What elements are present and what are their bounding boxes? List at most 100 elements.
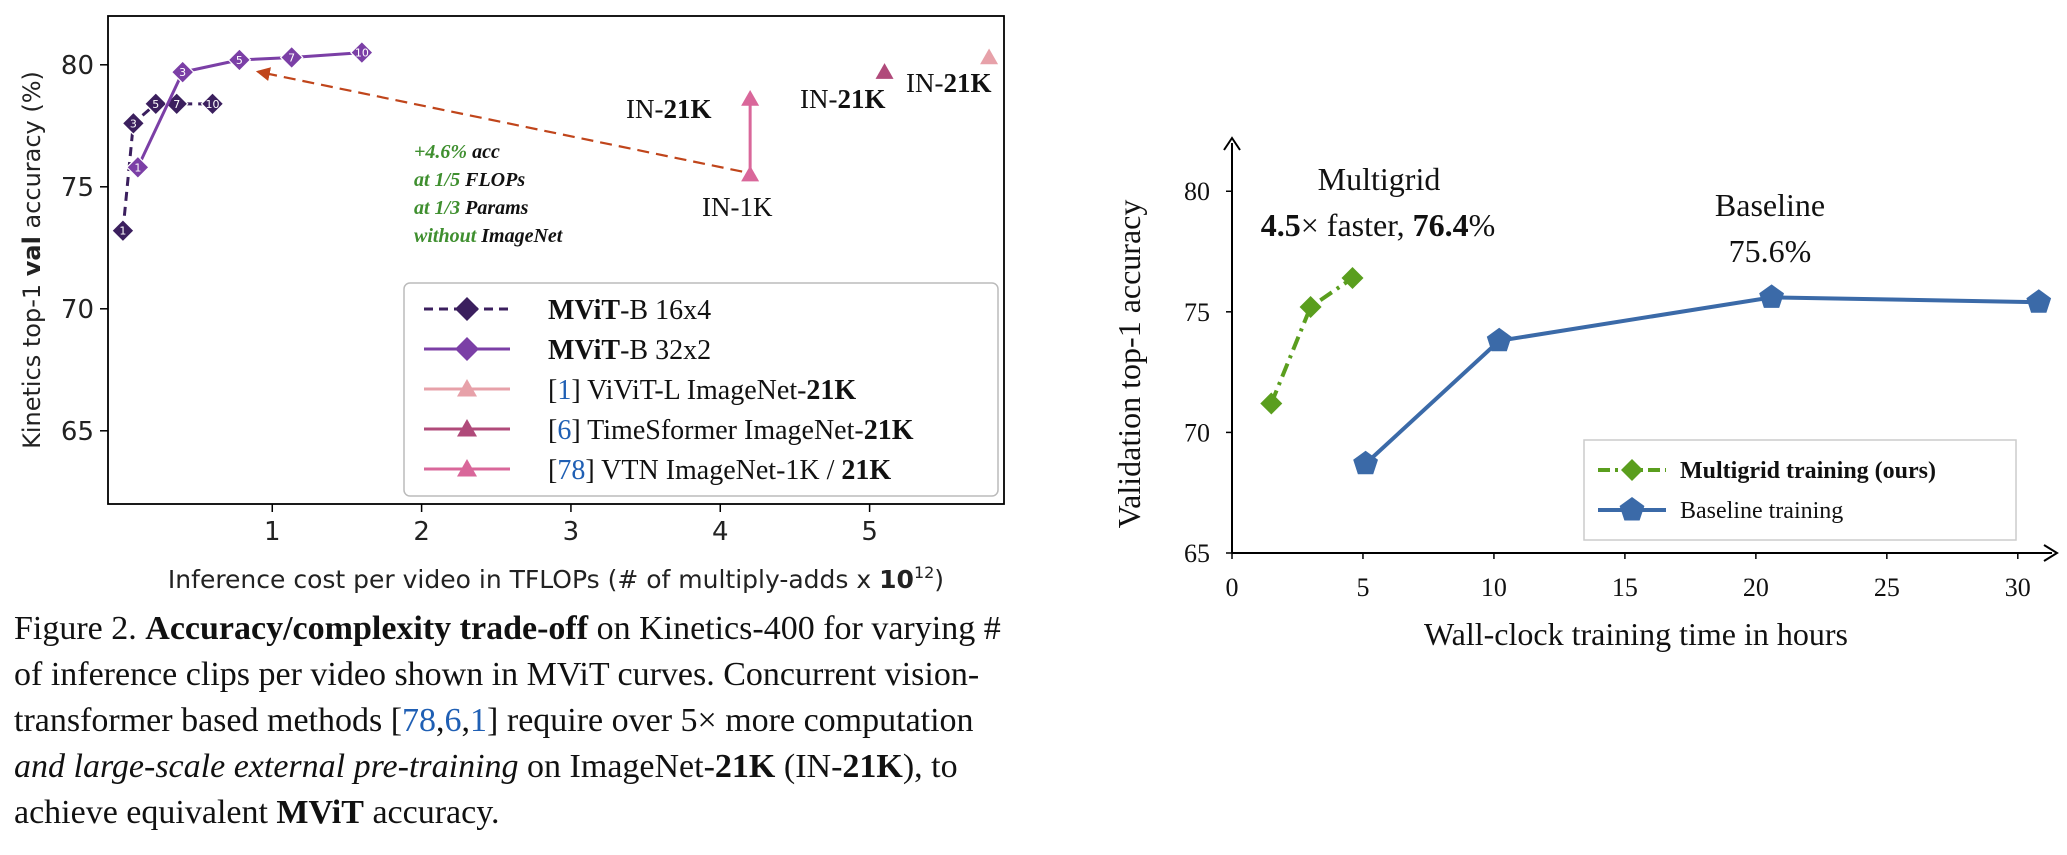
left-legend-label: MViT-B 32x2 xyxy=(548,335,711,366)
mvit32-point-clips: 3 xyxy=(179,66,186,79)
multigrid-line xyxy=(1269,276,1354,405)
vivit-bold: 21K xyxy=(943,68,991,98)
vtn-21k-label: IN-21K xyxy=(626,94,712,124)
mvit32-point xyxy=(126,155,150,180)
left-legend-label: [78] VTN ImageNet-1K / 21K xyxy=(548,455,891,486)
right-y-axis-arrow xyxy=(1223,136,1241,151)
left-x-axis-label: Inference cost per video in TFLOPs (# of… xyxy=(168,563,944,594)
right-x-tick-label: 25 xyxy=(1874,573,1900,602)
left-xlabel-bold: 10 xyxy=(879,565,914,594)
left-ylabel-bold: val xyxy=(18,236,46,276)
right-x-tick-label: 0 xyxy=(1226,573,1239,602)
annotation-l2a: at 1/5 xyxy=(414,169,465,191)
vivit-point xyxy=(980,48,999,65)
right-legend: Multigrid training (ours) Baseline traini… xyxy=(1583,439,2017,541)
caption-text-2: ] require over 5× more computation xyxy=(487,702,974,739)
multigrid-speed-bold: 4.5 xyxy=(1261,207,1301,243)
vtn-21k-pre: IN- xyxy=(626,94,663,124)
mvit16-point xyxy=(111,218,135,243)
right-x-tick-label: 20 xyxy=(1743,573,1769,602)
mvit32-point xyxy=(227,48,252,72)
caption-cite-78[interactable]: 78 xyxy=(402,702,437,739)
right-x-axis-label: Wall-clock training time in hours xyxy=(1424,616,1848,652)
right-series-group xyxy=(1260,267,2052,475)
caption-bold-21k-a: 21K xyxy=(714,748,776,785)
caption-label: Figure 2. xyxy=(14,610,137,647)
left-xlabel-sup: 12 xyxy=(914,563,934,582)
annotation-l4a: without xyxy=(414,225,481,247)
multigrid-legend-marker xyxy=(1621,459,1643,481)
right-chart: 65 70 75 80 0 5 10 15 20 25 30 Validation top-1 a… xyxy=(1111,136,2059,652)
mvit16-point-clips: 1 xyxy=(119,225,126,238)
left-legend-marker xyxy=(455,337,479,361)
annotation-l2b: FLOPs xyxy=(464,169,525,191)
tsf-pre: IN- xyxy=(800,84,837,114)
caption-text-3: on ImageNet- xyxy=(518,748,715,785)
right-legend-items: Multigrid training (ours) Baseline traini… xyxy=(1598,458,1936,524)
baseline-legend-marker xyxy=(1619,497,1645,521)
vtn-21k-bold: 21K xyxy=(663,94,711,124)
left-legend-bold: 21K xyxy=(806,375,856,406)
baseline-value: 75.6% xyxy=(1729,233,1812,269)
timesformer-label: IN-21K xyxy=(800,84,886,114)
left-legend-box xyxy=(403,282,999,497)
caption-text-6: accuracy. xyxy=(363,794,500,831)
left-legend-marker xyxy=(457,419,477,437)
vtn-point xyxy=(741,165,760,182)
figure-caption: Figure 2. Accuracy/complexity trade-off … xyxy=(14,606,1014,836)
mvit32-point-clips: 7 xyxy=(288,51,295,64)
caption-cite-1[interactable]: 1 xyxy=(470,702,488,739)
mvit16-point-clips: 7 xyxy=(173,98,180,111)
multigrid-point xyxy=(1260,392,1283,415)
mvit16-point xyxy=(121,111,146,136)
right-y-ticks: 65 70 75 80 xyxy=(1184,177,1232,568)
left-x-ticks: 1 2 3 4 5 xyxy=(264,504,878,547)
left-x-tick-label: 4 xyxy=(712,517,729,547)
mvit32-point-clips: 10 xyxy=(355,47,369,60)
left-legend-bold: 21K xyxy=(864,415,914,446)
left-legend-post: ] ViViT-L ImageNet- xyxy=(571,375,806,406)
right-x-axis-arrow xyxy=(2043,544,2059,562)
caption-italic-phrase: and large-scale external pre-training xyxy=(14,748,519,785)
annotation-line-4: without ImageNet xyxy=(414,225,564,247)
left-ylabel-pre: Kinetics top-1 xyxy=(18,276,46,449)
left-legend-bold: MViT xyxy=(548,295,620,326)
left-x-tick-label: 3 xyxy=(563,517,580,547)
left-legend-post: -B 32x2 xyxy=(620,335,711,366)
left-ylabel-post: accuracy (%) xyxy=(18,71,46,236)
multigrid-point xyxy=(1341,267,1364,290)
left-legend-pre: [ xyxy=(548,375,557,406)
improvement-annotation: +4.6% acc at 1/5 FLOPs at 1/3 Params wit… xyxy=(414,141,564,247)
mvit32-point-clips: 1 xyxy=(134,161,141,174)
caption-cite-6[interactable]: 6 xyxy=(444,702,462,739)
right-x-tick-label: 5 xyxy=(1356,573,1369,602)
baseline-point xyxy=(1486,327,1512,352)
right-y-tick-label: 80 xyxy=(1184,177,1210,206)
multigrid-legend-label: Multigrid training (ours) xyxy=(1680,458,1936,484)
left-legend-cite: 1 xyxy=(557,375,571,406)
vivit-pre: IN- xyxy=(906,68,943,98)
left-legend-bold: 21K xyxy=(841,455,891,486)
left-y-tick-label: 65 xyxy=(61,417,94,447)
left-legend-marker xyxy=(457,379,477,397)
left-legend-label: [1] ViViT-L ImageNet-21K xyxy=(548,375,856,406)
right-x-tick-label: 30 xyxy=(2005,573,2031,602)
baseline-point xyxy=(1759,284,1784,308)
annotation-l3a: at 1/3 xyxy=(414,197,465,219)
caption-text-1: on Kinetics-400 for varying # of inferen… xyxy=(14,610,1001,739)
mvit32-point xyxy=(350,40,374,65)
improvement-arrow xyxy=(255,67,743,173)
left-legend-cite: 6 xyxy=(557,415,571,446)
annotation-line-1: +4.6% acc xyxy=(414,141,500,163)
right-y-tick-label: 70 xyxy=(1184,418,1210,447)
left-x-tick-label: 5 xyxy=(861,517,878,547)
caption-bold-mvit: MViT xyxy=(276,794,364,831)
vtn-1k-label: IN-1K xyxy=(702,192,773,222)
annotation-l1b: acc xyxy=(467,141,500,163)
triangle-point-labels: IN-21K IN-1K IN-21K IN-21K xyxy=(626,68,992,222)
caption-paragraph: Figure 2. Accuracy/complexity trade-off … xyxy=(14,610,1001,831)
right-y-axis-label: Validation top-1 accuracy xyxy=(1111,200,1147,529)
left-legend-label: MViT-B 16x4 xyxy=(548,295,711,326)
baseline-line xyxy=(1364,295,2039,466)
